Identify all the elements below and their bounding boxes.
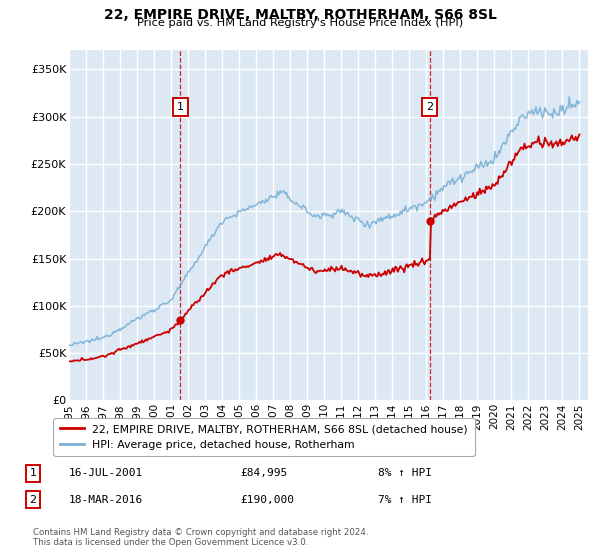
Text: 16-JUL-2001: 16-JUL-2001 [69, 468, 143, 478]
Legend: 22, EMPIRE DRIVE, MALTBY, ROTHERHAM, S66 8SL (detached house), HPI: Average pric: 22, EMPIRE DRIVE, MALTBY, ROTHERHAM, S66… [53, 418, 475, 456]
Text: 1: 1 [177, 102, 184, 112]
Text: Price paid vs. HM Land Registry's House Price Index (HPI): Price paid vs. HM Land Registry's House … [137, 18, 463, 29]
Text: 8% ↑ HPI: 8% ↑ HPI [378, 468, 432, 478]
Text: 1: 1 [29, 468, 37, 478]
Text: £84,995: £84,995 [240, 468, 287, 478]
Text: 2: 2 [29, 494, 37, 505]
Text: 22, EMPIRE DRIVE, MALTBY, ROTHERHAM, S66 8SL: 22, EMPIRE DRIVE, MALTBY, ROTHERHAM, S66… [104, 8, 496, 22]
Text: £190,000: £190,000 [240, 494, 294, 505]
Text: 7% ↑ HPI: 7% ↑ HPI [378, 494, 432, 505]
Text: Contains HM Land Registry data © Crown copyright and database right 2024.
This d: Contains HM Land Registry data © Crown c… [33, 528, 368, 547]
Text: 2: 2 [427, 102, 433, 112]
Text: 18-MAR-2016: 18-MAR-2016 [69, 494, 143, 505]
